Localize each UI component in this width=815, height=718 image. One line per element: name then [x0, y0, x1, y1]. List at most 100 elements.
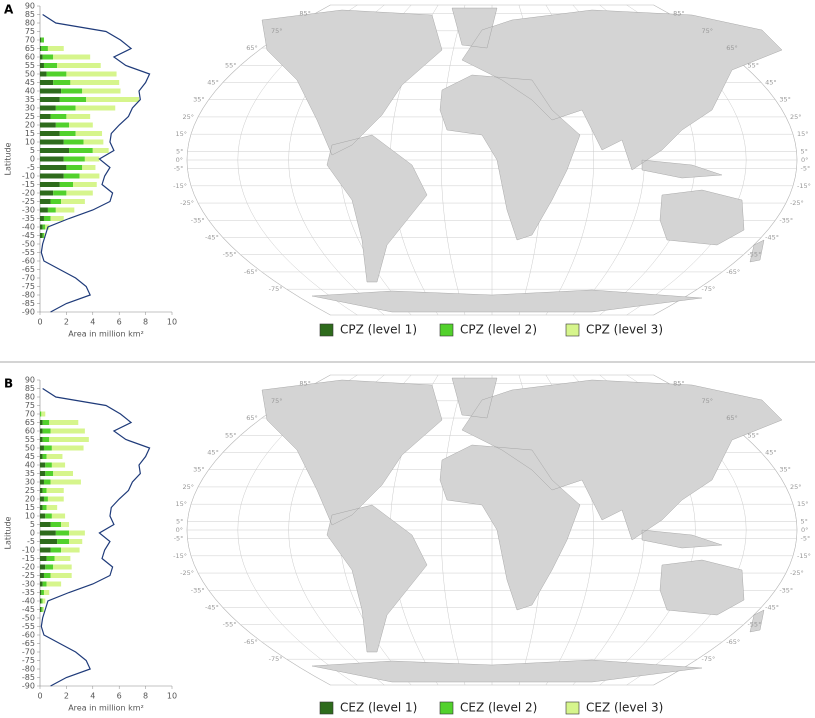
bar	[43, 496, 48, 502]
bar	[51, 462, 66, 468]
bar	[54, 556, 71, 561]
legend-swatch	[439, 323, 454, 337]
bar	[53, 80, 71, 85]
y-tick-label: 20	[25, 495, 35, 504]
y-tick-label: -55	[22, 622, 35, 631]
map-lat-label: 55°	[747, 431, 759, 439]
map-lat-label: 65°	[246, 44, 258, 52]
bar	[40, 216, 44, 221]
y-tick-label: 5	[30, 146, 35, 155]
map-lat-label: 55°	[225, 61, 237, 69]
bar	[50, 216, 64, 221]
bar	[79, 173, 100, 179]
legend-swatch	[319, 701, 334, 715]
x-tick-label: 10	[167, 692, 177, 701]
map-lat-label: -25°	[790, 199, 804, 207]
bar	[45, 462, 52, 468]
map-lat-label: -65°	[244, 268, 258, 276]
bar	[59, 182, 73, 187]
bar	[42, 224, 46, 230]
map-lat-label: 65°	[726, 44, 738, 52]
bar	[40, 165, 67, 170]
bar	[42, 437, 50, 442]
map-lat-label: 75°	[271, 397, 283, 405]
bar	[61, 199, 85, 204]
bar	[63, 139, 84, 145]
bar	[40, 233, 43, 238]
y-tick-label: -40	[22, 223, 35, 232]
map-lat-label: 85°	[673, 10, 685, 18]
y-tick-label: -40	[22, 597, 35, 606]
y-tick-label: 0	[30, 529, 35, 538]
bar	[50, 573, 72, 578]
bar	[42, 488, 47, 493]
y-tick-label: 80	[25, 393, 35, 402]
bar	[43, 445, 52, 451]
y-tick-label: -85	[22, 299, 35, 308]
bar	[40, 122, 56, 128]
y-tick-label: 10	[25, 138, 35, 147]
bar	[40, 173, 64, 179]
map-lat-label: -5°	[174, 535, 184, 543]
map	[186, 374, 798, 686]
map-lat-label: -15°	[797, 552, 811, 560]
bar	[50, 547, 62, 553]
y-tick-label: 5	[30, 520, 35, 529]
bar	[40, 428, 43, 434]
bar	[82, 88, 121, 94]
bar	[55, 122, 70, 128]
map-lat-label: 0°	[801, 156, 808, 164]
bar	[40, 564, 46, 570]
y-tick-label: 30	[25, 104, 35, 113]
map-lat-label: 15°	[175, 130, 187, 138]
y-tick-label: 65	[25, 418, 35, 427]
map-lat-label: -15°	[797, 182, 811, 190]
y-tick-label: 50	[25, 70, 35, 79]
bar	[42, 54, 54, 60]
map-lat-label: -35°	[779, 216, 793, 224]
bar	[40, 411, 42, 417]
bar	[86, 97, 139, 102]
bar	[40, 54, 43, 60]
bar	[45, 513, 52, 519]
bar	[53, 190, 67, 196]
y-tick-label: -90	[22, 682, 35, 691]
bar	[45, 224, 50, 230]
y-tick-label: 65	[25, 44, 35, 53]
map-lat-label: -55°	[223, 251, 237, 259]
y-tick-label: 15	[25, 503, 35, 512]
map-lat-label: -25°	[790, 569, 804, 577]
bar	[83, 139, 104, 145]
y-tick-label: -75	[22, 282, 35, 291]
x-tick-label: 10	[167, 318, 177, 327]
bar	[63, 156, 85, 162]
legend-label: CPZ (level 1)	[340, 323, 417, 337]
bar	[75, 105, 116, 111]
map-lat-label: 35°	[779, 96, 791, 104]
y-tick-label: -15	[22, 180, 35, 189]
x-axis-label: Area in million km²	[68, 330, 144, 339]
map-lat-label: 15°	[797, 130, 809, 138]
map-lat-label: -55°	[223, 621, 237, 629]
bar	[40, 224, 43, 230]
bar	[50, 522, 62, 527]
y-tick-label: 80	[25, 19, 35, 28]
bar	[40, 63, 44, 68]
y-tick-label: -60	[22, 631, 35, 640]
bar	[50, 479, 81, 485]
map-lat-label: -5°	[801, 535, 811, 543]
legend-label: CEZ (level 3)	[586, 701, 663, 715]
x-tick-label: 4	[90, 318, 95, 327]
map-lat-label: -65°	[244, 638, 258, 646]
bar	[43, 216, 51, 221]
bar	[46, 505, 58, 510]
map-lat-label: 15°	[797, 500, 809, 508]
bar	[57, 539, 70, 544]
bar	[40, 37, 42, 43]
y-tick-label: 60	[25, 53, 35, 62]
y-tick-label: -55	[22, 248, 35, 257]
y-tick-label: 35	[25, 95, 35, 104]
map-lat-label: 5°	[176, 147, 183, 155]
bar	[40, 131, 60, 136]
bar	[40, 607, 42, 612]
